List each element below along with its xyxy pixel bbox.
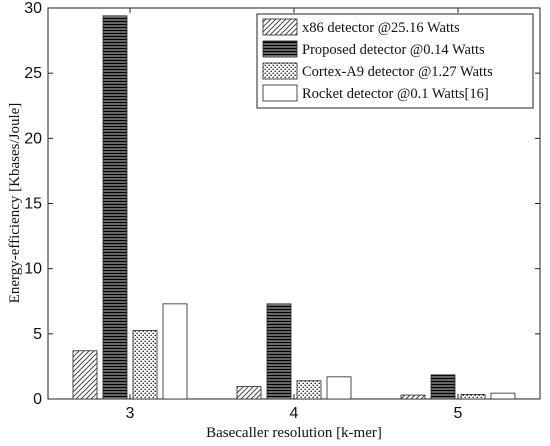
legend-swatch [262,18,298,36]
bar-dots-3 [132,330,158,400]
bar-dots-4 [296,380,322,400]
y-tick-label: 10 [24,261,42,278]
bar-dots-5 [460,394,486,400]
x-tick-label: 4 [290,405,299,422]
y-tick-label: 5 [33,326,42,343]
bar-white-5 [490,392,516,400]
legend-swatch [262,84,298,102]
bar-white-4 [326,376,352,400]
y-tick-label: 30 [24,0,42,17]
x-axis-label: Basecaller resolution [k-mer] [206,425,382,441]
legend-box [256,13,534,109]
y-tick-label: 20 [24,130,42,147]
bar-horizontal-stripes-black-5 [430,374,456,400]
bar-group [72,15,516,400]
legend-label: Proposed detector @0.14 Watts [302,42,485,58]
bar-diagonal-hatch-5 [400,394,426,400]
legend-label: Cortex-A9 detector @1.27 Watts [302,64,493,80]
y-axis-label: Energy-efficiency [Kbases/Joule] [7,103,23,304]
legend-swatch [262,62,298,80]
legend: x86 detector @25.16 Watts Proposed detect… [256,13,534,109]
bar-white-3 [162,303,188,400]
bar-diagonal-hatch-4 [236,386,262,400]
legend-swatch [262,40,298,58]
x-tick-label: 5 [454,405,463,422]
bar-diagonal-hatch-3 [72,350,98,400]
x-tick-label: 3 [126,405,135,422]
y-tick-label: 0 [33,391,42,408]
bar-horizontal-stripes-black-3 [102,15,128,400]
axis-ticks: 0 5 10 15 20 25 30 3 4 5 [24,0,540,422]
y-tick-label: 15 [24,196,42,213]
legend-label: Rocket detector @0.1 Watts[16] [302,86,489,102]
y-tick-label: 25 [24,65,42,82]
legend-label: x86 detector @25.16 Watts [302,20,460,36]
bar-horizontal-stripes-black-4 [266,303,292,400]
